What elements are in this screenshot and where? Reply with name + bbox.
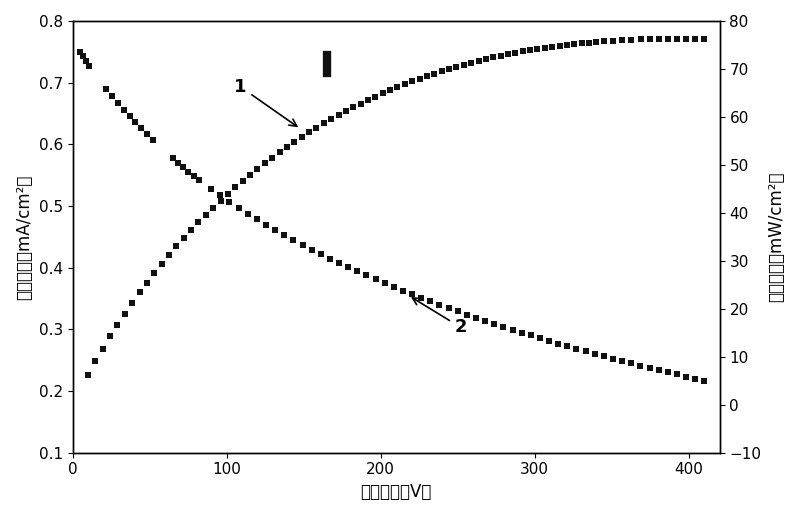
- Text: 1: 1: [234, 78, 297, 126]
- Y-axis label: 电流密度（mA/cm²）: 电流密度（mA/cm²）: [15, 174, 33, 300]
- X-axis label: 电池电压（V）: 电池电压（V）: [361, 483, 432, 501]
- Y-axis label: 功率密度（mW/cm²）: 功率密度（mW/cm²）: [767, 172, 785, 302]
- Text: 2: 2: [413, 298, 467, 336]
